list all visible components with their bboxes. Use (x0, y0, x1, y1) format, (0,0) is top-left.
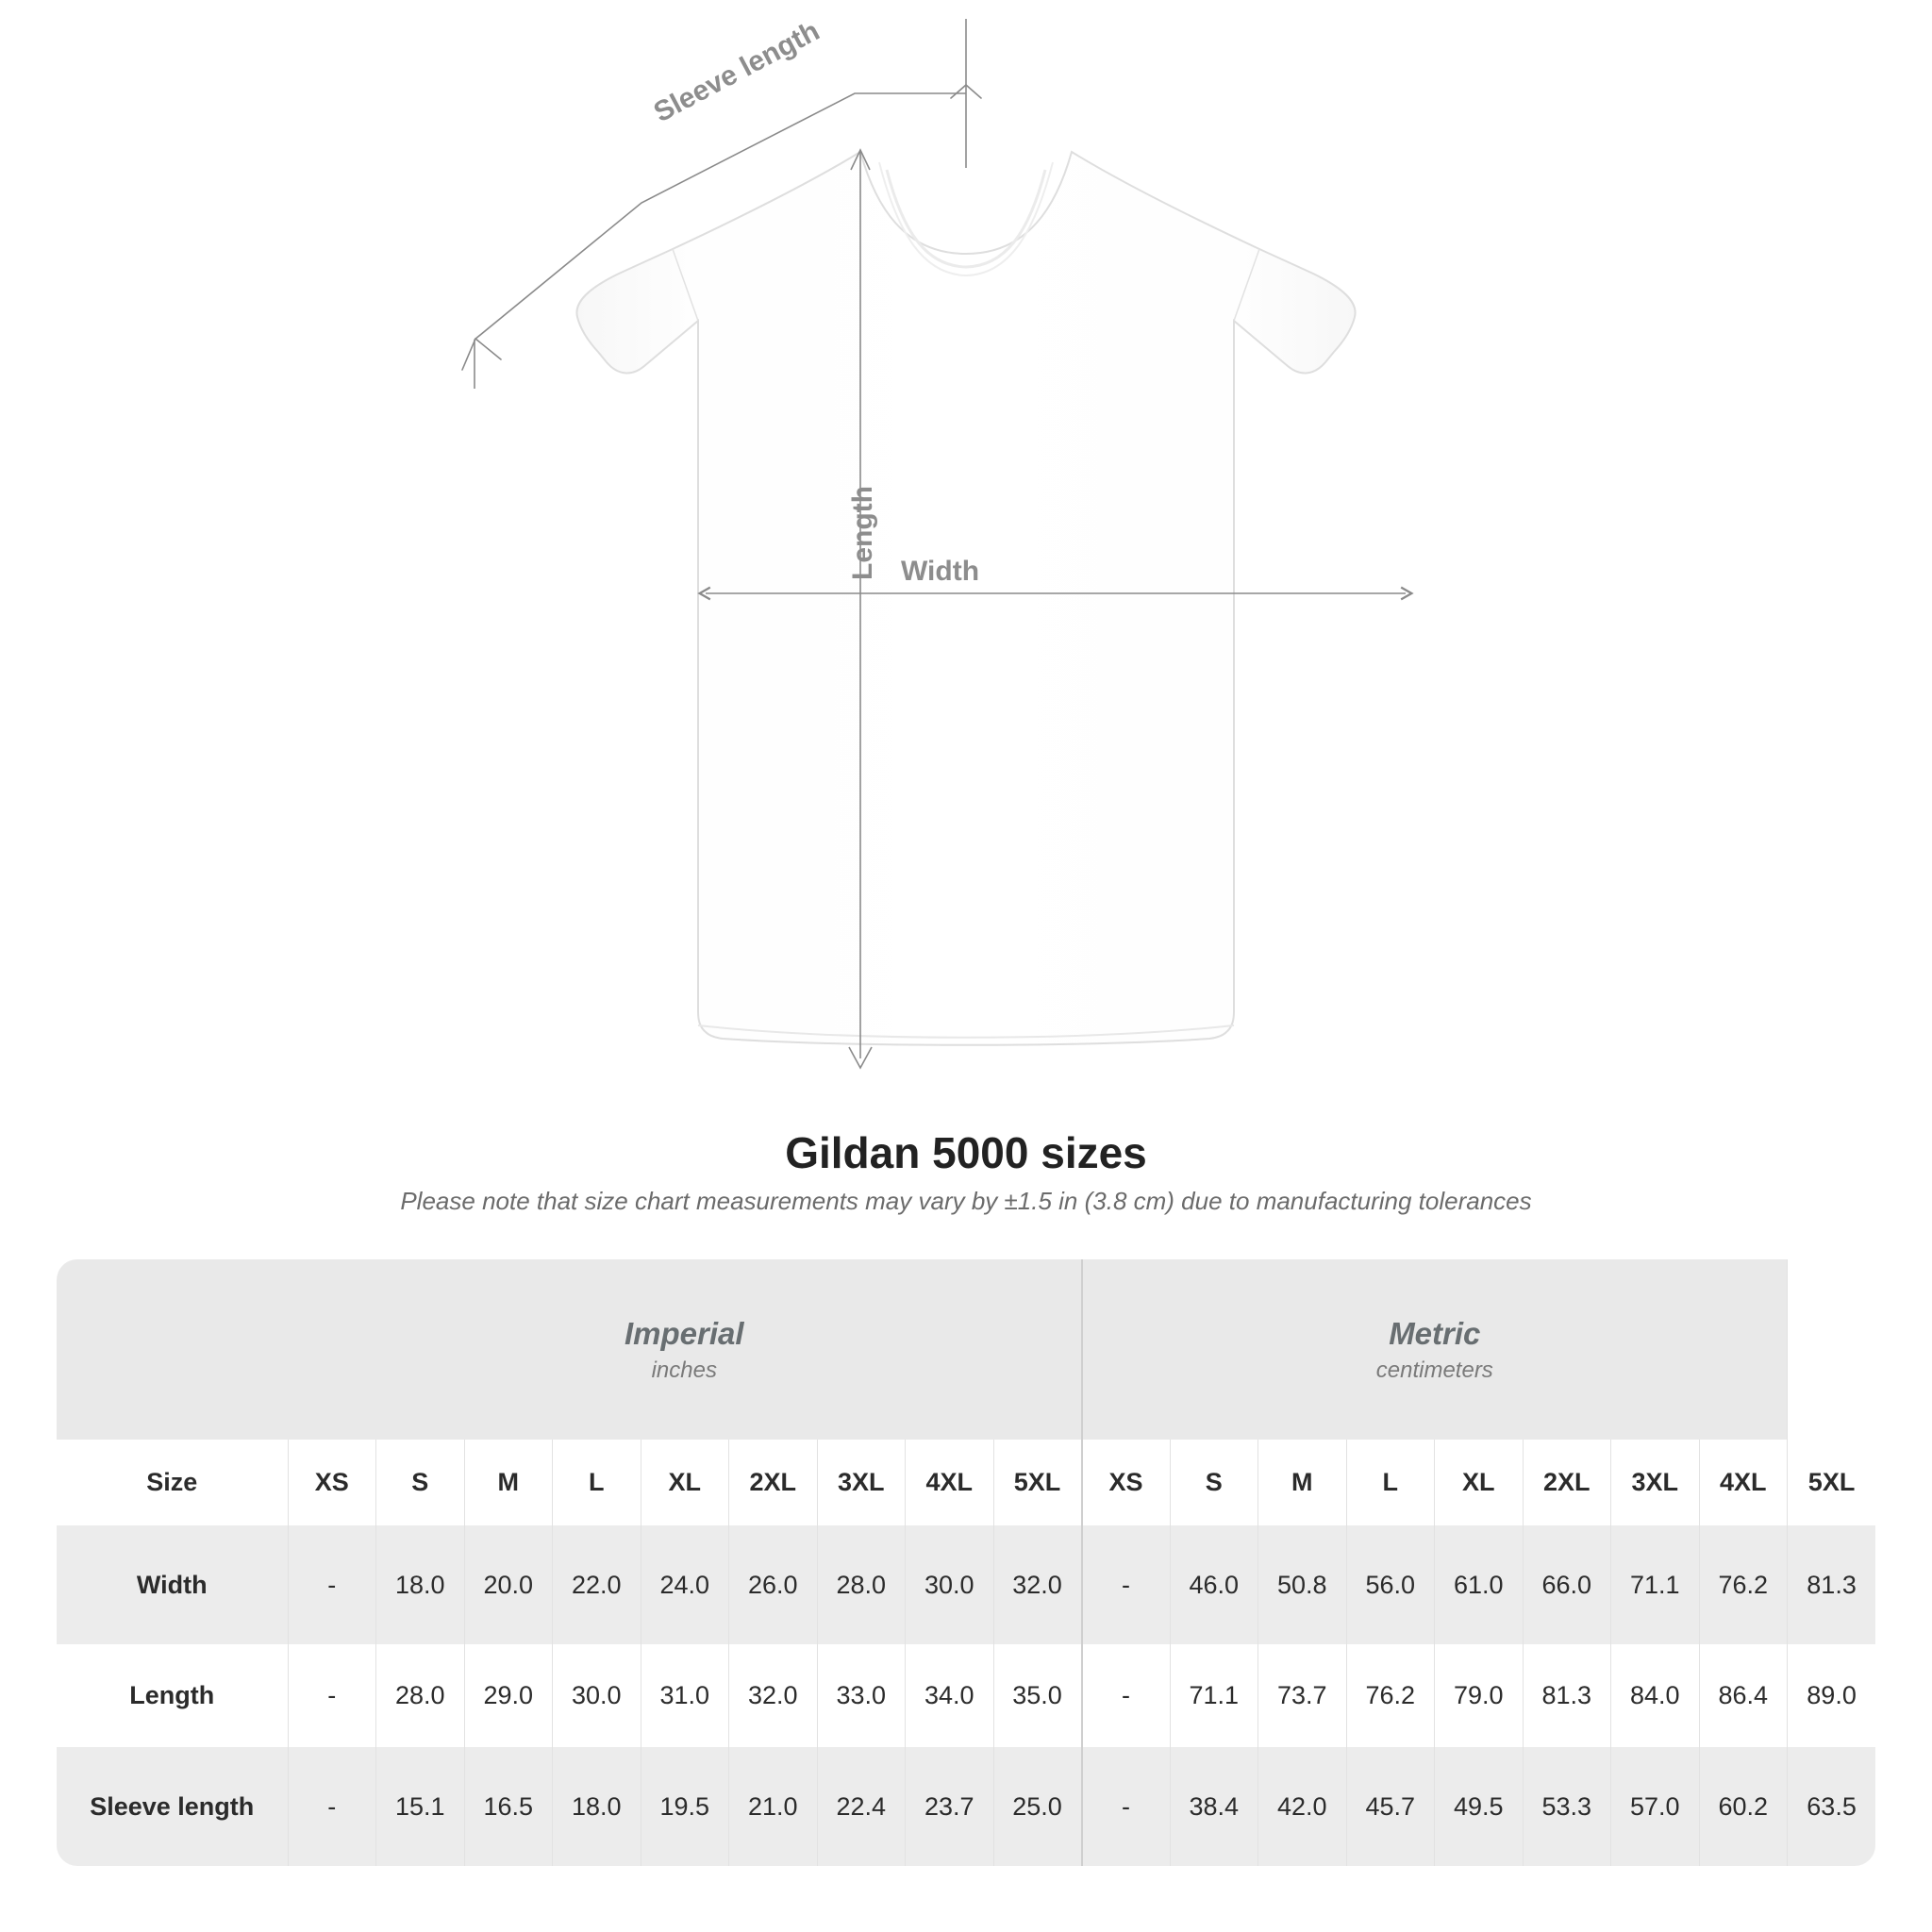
svg-text:Length: Length (847, 486, 878, 580)
svg-text:Width: Width (901, 556, 979, 587)
svg-text:Sleeve length: Sleeve length (649, 15, 824, 128)
